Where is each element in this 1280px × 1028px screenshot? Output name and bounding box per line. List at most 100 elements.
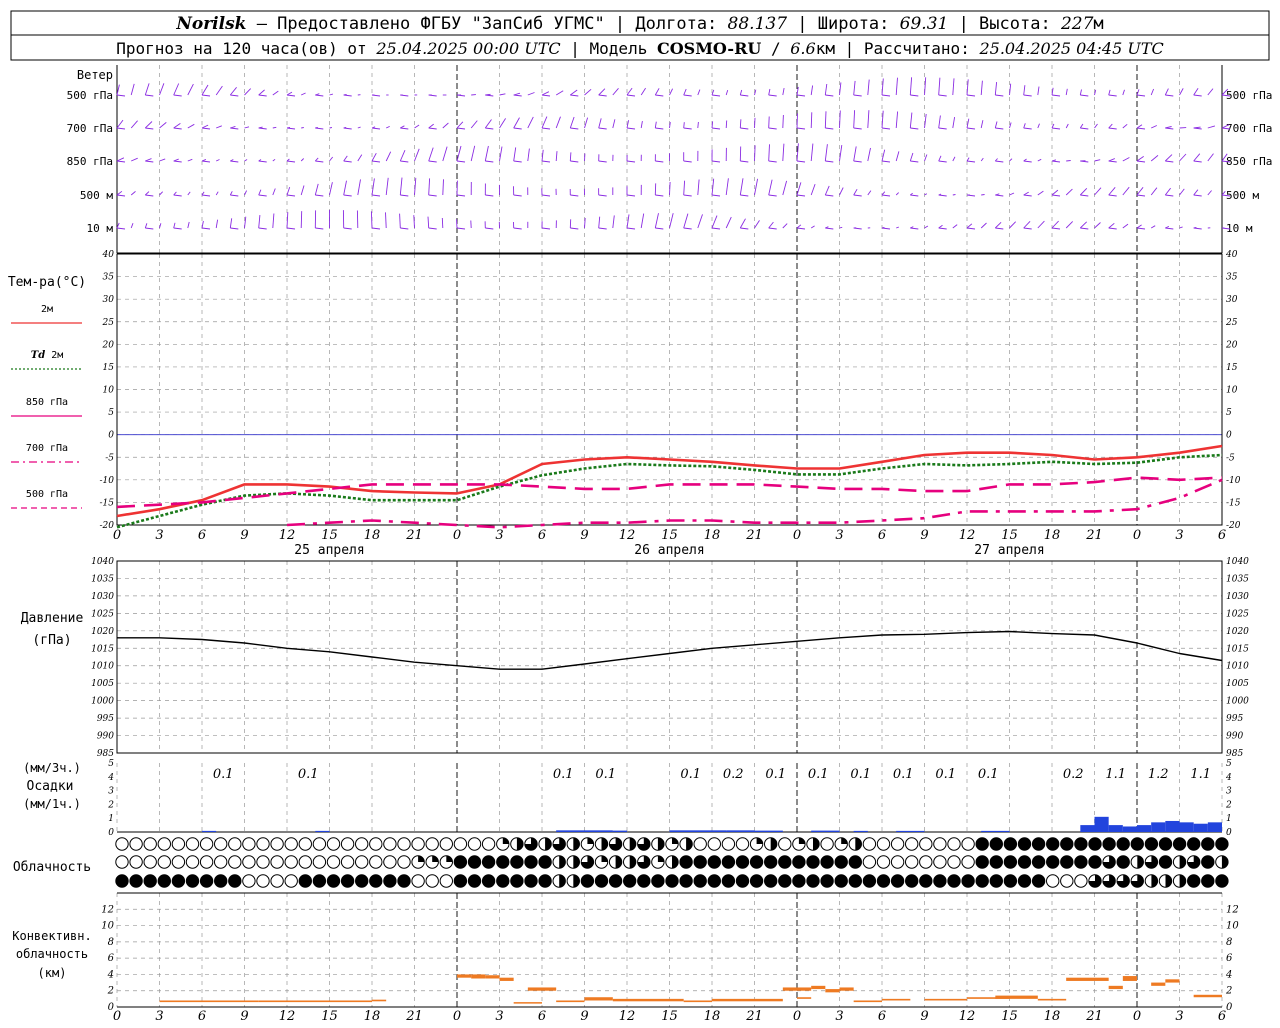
cloud-symbol [1032, 856, 1044, 868]
wind-barb [429, 124, 437, 129]
wind-barb [1180, 227, 1183, 228]
wind-barb [854, 189, 862, 196]
cloud-symbol [821, 838, 833, 850]
convective-bar [471, 974, 485, 978]
cloud-symbol [116, 875, 128, 887]
cloud-symbol [341, 838, 353, 850]
wind-barb [1109, 159, 1117, 162]
cloud-symbol [384, 875, 396, 887]
precip-3h-label: 0.2 [723, 767, 744, 782]
cloud-symbol [440, 875, 452, 887]
wind-barb [1208, 191, 1212, 196]
wind-barb [1137, 156, 1145, 162]
wind-level-label-right: 500 гПа [1226, 89, 1272, 102]
cloud-symbol [186, 838, 198, 850]
cloud-symbol [736, 875, 748, 887]
wind-barb [1095, 223, 1101, 229]
wind-barb [330, 94, 333, 95]
wind-barb [613, 119, 615, 128]
cloud-symbol [920, 856, 932, 868]
cloud-symbol [609, 838, 621, 850]
bottom-hour-label: 0 [793, 1009, 801, 1024]
convective-ytick-left: 6 [108, 953, 115, 964]
wind-barb [471, 121, 477, 128]
cloud-symbol [327, 856, 339, 868]
cloud-symbol [539, 838, 551, 850]
cloud-symbol [694, 875, 706, 887]
pressure-ytick-right: 1030 [1226, 592, 1249, 602]
bottom-hour-label: 0 [453, 1009, 461, 1024]
wind-barb [854, 81, 862, 96]
cloud-symbol [1075, 875, 1087, 887]
wind-barb [230, 87, 238, 96]
cloud-symbol [750, 875, 762, 887]
cloud-symbol [736, 856, 748, 868]
wind-barb [896, 78, 897, 95]
wind-barb [783, 88, 784, 95]
cloud-symbol [1075, 856, 1087, 868]
precip-bar [981, 831, 1009, 832]
wind-barb [896, 151, 899, 161]
hour-label: 6 [1218, 528, 1226, 543]
wind-barb [1024, 85, 1032, 96]
wind-barb [1010, 84, 1011, 95]
wind-barb [896, 112, 897, 129]
wind-barb [528, 93, 535, 96]
forecast-start: 25.04.2025 00:00 UTC [375, 39, 560, 58]
cloud-symbol [948, 838, 960, 850]
hour-label: 0 [453, 528, 461, 543]
wind-barb [372, 153, 380, 162]
wind-barb [386, 152, 391, 161]
wind-barb [457, 219, 466, 229]
cloud-symbol [243, 838, 255, 850]
wind-barb [1038, 159, 1041, 161]
cloud-symbol [976, 838, 988, 850]
wind-barb [428, 217, 437, 229]
wind-barb [160, 192, 163, 195]
hour-label: 9 [920, 528, 928, 543]
precip-bar [202, 831, 216, 832]
cloud-symbol [1018, 875, 1030, 887]
wind-barb [443, 123, 449, 128]
convective-bar [811, 986, 825, 989]
temp-ytick-left: 35 [103, 273, 115, 283]
bottom-hour-label: 6 [538, 1009, 546, 1024]
cloud-symbol [581, 838, 593, 850]
precip-bar [1095, 817, 1109, 832]
cloud-symbol [426, 838, 438, 850]
precip-3h-label: 0.1 [765, 767, 786, 782]
wind-barb [967, 119, 975, 129]
wind-barb [400, 214, 409, 229]
cloud-symbol [906, 838, 918, 850]
wind-barb [202, 221, 210, 229]
cloud-symbol [553, 856, 565, 868]
wind-barb [287, 92, 295, 96]
cloudiness-panel: Облачность [13, 838, 1228, 887]
wind-level-label-right: 850 гПа [1226, 155, 1272, 168]
precip-unit-3h: (мм/3ч.) [23, 761, 81, 775]
cloud-symbol [130, 856, 142, 868]
cloud-symbol [1145, 838, 1157, 850]
wind-barb [967, 158, 975, 162]
wind-barb [1066, 189, 1072, 195]
cloud-symbol [440, 856, 452, 868]
wind-barb [1024, 159, 1032, 162]
precip-3h-label: 0.1 [935, 767, 956, 782]
wind-barb [1151, 126, 1157, 129]
wind-barb [868, 80, 869, 95]
wind-barb [1109, 187, 1117, 196]
cloud-symbol [666, 856, 678, 868]
wind-barb [825, 144, 833, 162]
wind-barb [372, 127, 380, 129]
wind-barb [981, 223, 986, 228]
convective-bar [712, 999, 755, 1001]
wind-barb [1137, 187, 1145, 196]
wind-barb [315, 128, 323, 130]
pressure-ytick-left: 1035 [91, 574, 114, 584]
day-label: 27 апреля [974, 543, 1044, 558]
pressure-ytick-left: 1020 [91, 627, 114, 637]
cloud-symbol [750, 856, 762, 868]
hour-label: 6 [878, 528, 886, 543]
cloud-symbol [1004, 856, 1016, 868]
cloud-symbol [497, 875, 509, 887]
